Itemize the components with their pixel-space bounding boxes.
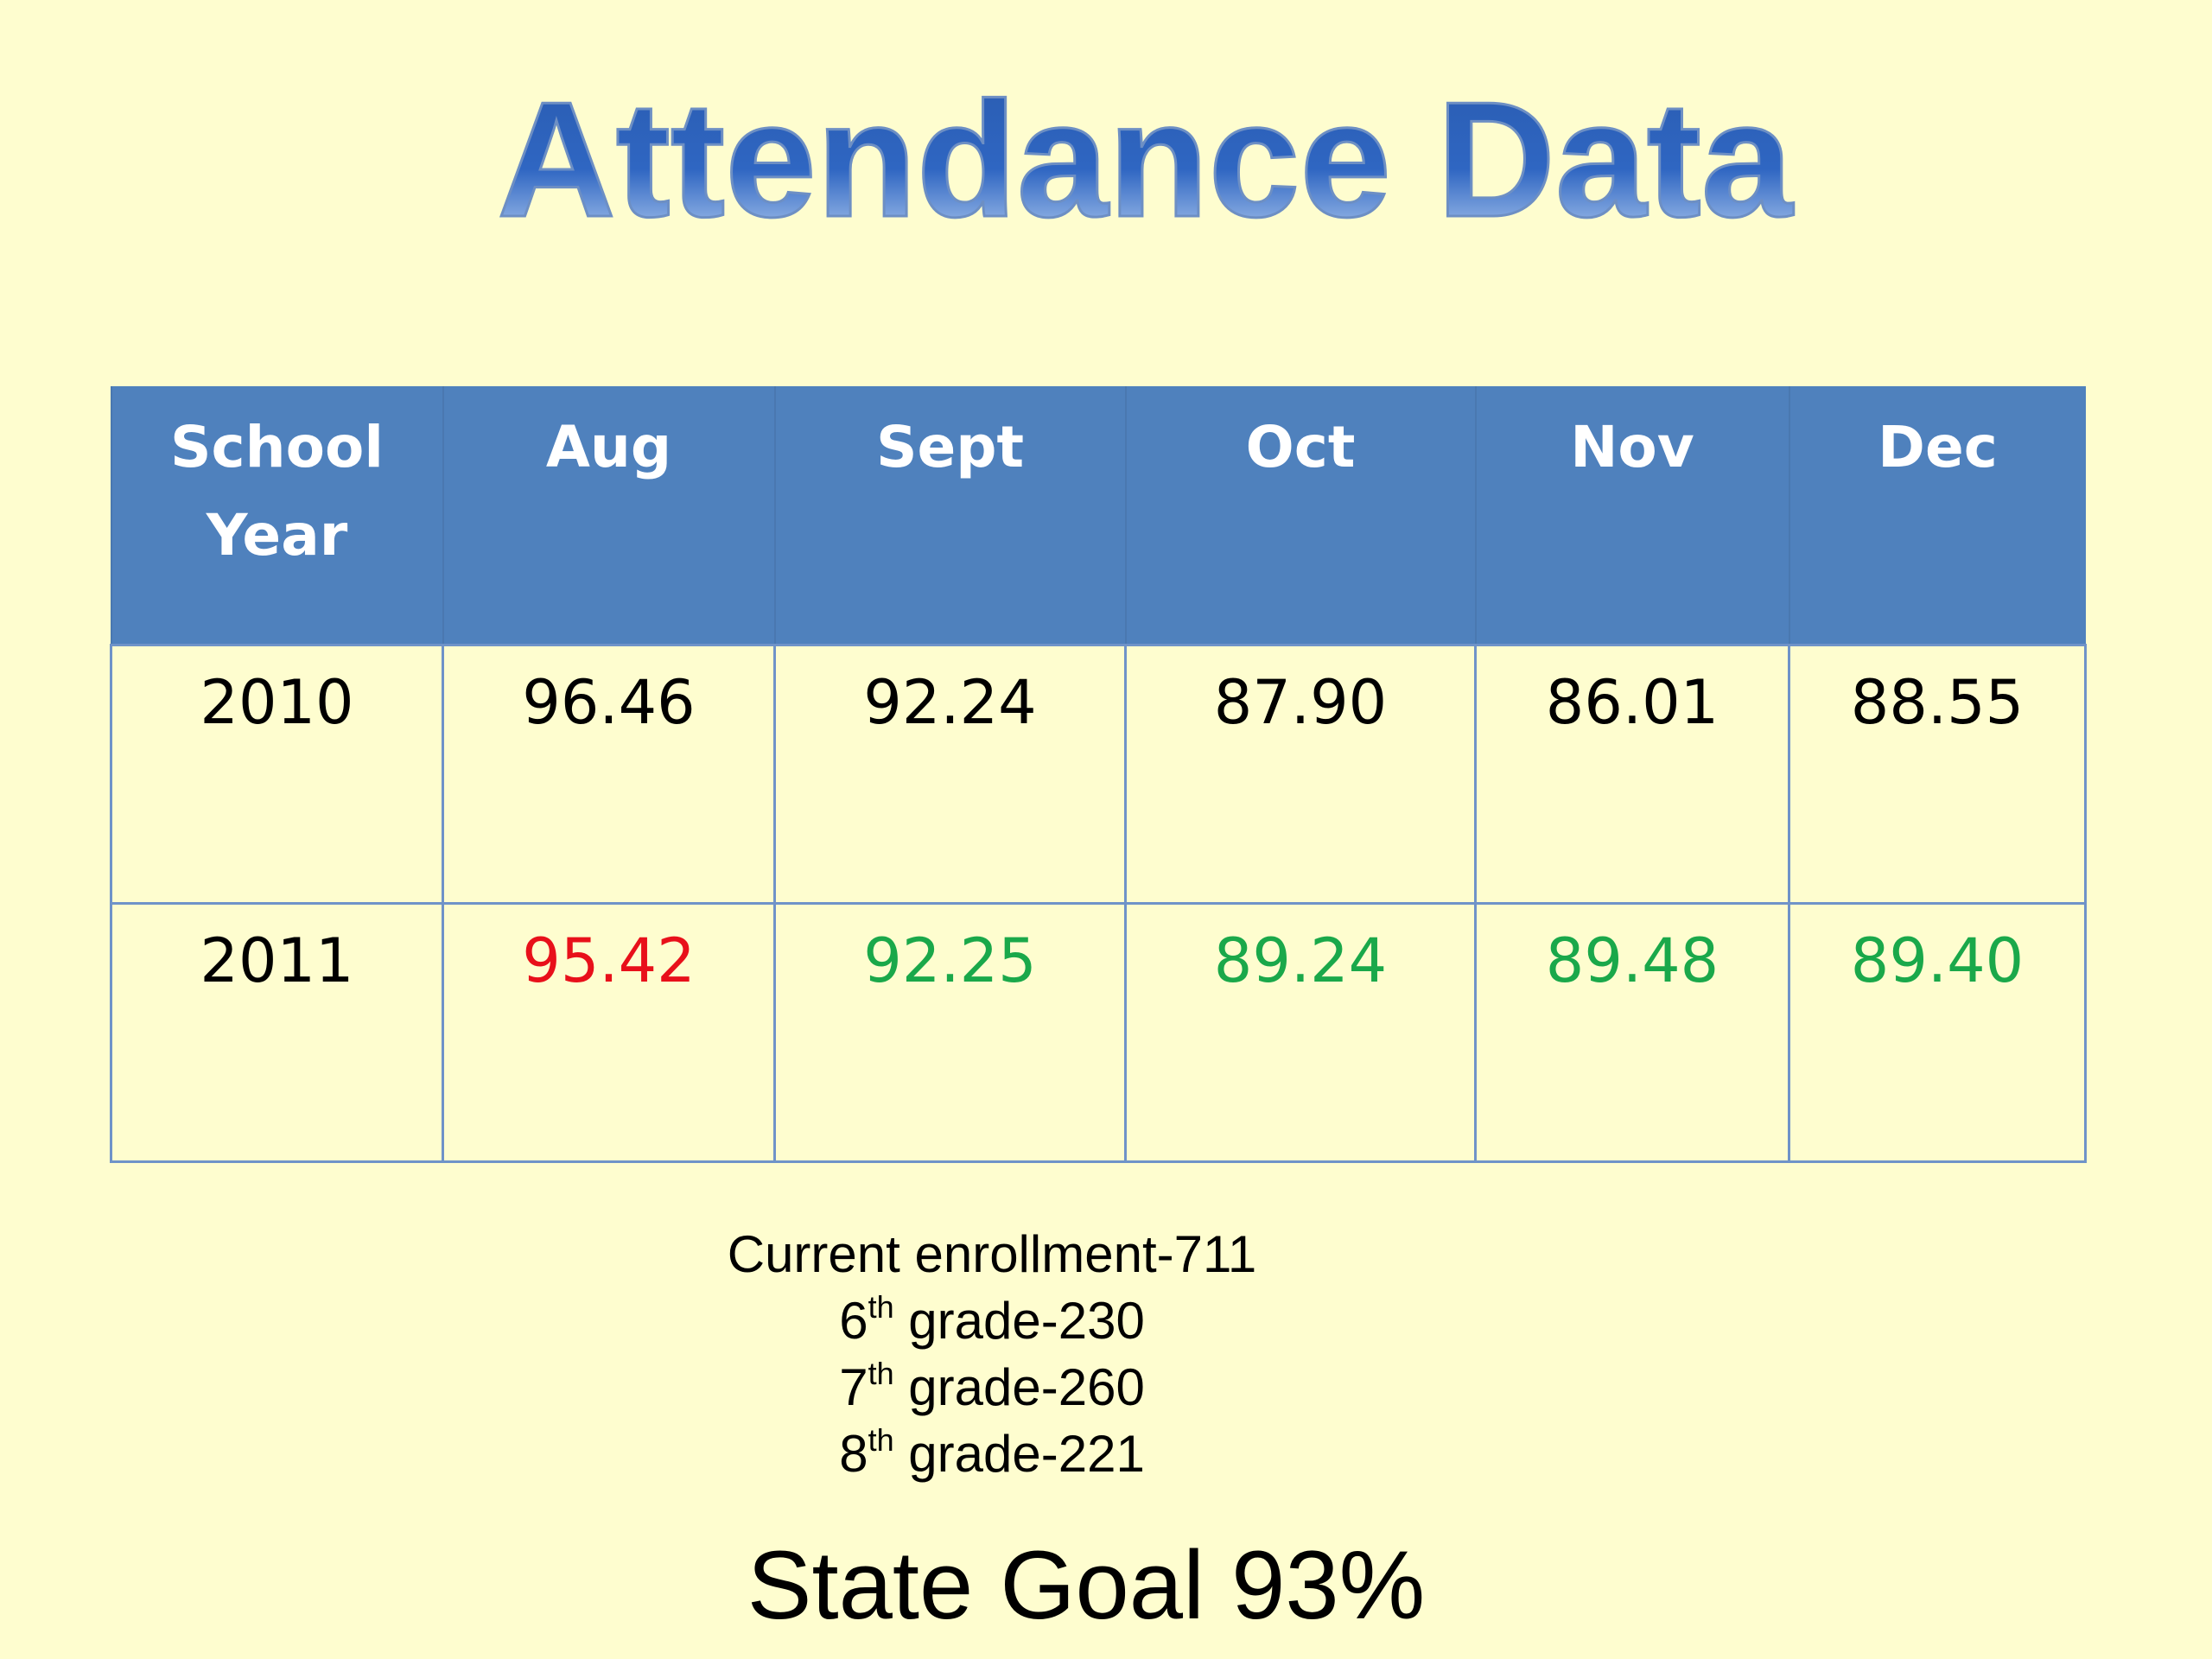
table-cell: 86.01 (1474, 643, 1790, 905)
header-cell: Dec (1788, 386, 2086, 645)
enrollment-line: 7th grade-260 (646, 1354, 1338, 1421)
enrollment-line: Current enrollment-711 (646, 1221, 1338, 1287)
table-cell: 89.48 (1474, 901, 1790, 1163)
grade-suffix: th (868, 1289, 894, 1325)
table-cell: 2010 (110, 643, 444, 905)
enrollment-text: Current enrollment-711 (727, 1225, 1257, 1283)
table-cell: 92.24 (773, 643, 1127, 905)
table-row: 2010 96.46 92.24 87.90 86.01 88.55 (110, 643, 2087, 905)
grade-number: 7 (839, 1358, 868, 1416)
enrollment-text: grade-221 (893, 1425, 1145, 1483)
enrollment-block: Current enrollment-711 6th grade-230 7th g… (646, 1221, 1338, 1487)
table-cell: 92.25 (773, 901, 1127, 1163)
header-cell: Oct (1124, 386, 1476, 645)
grade-suffix: th (868, 1356, 894, 1391)
attendance-table: School Year Aug Sept Oct Nov Dec 2010 96.46 92.… (110, 386, 2087, 1163)
enrollment-line: 8th grade-221 (646, 1421, 1338, 1487)
title-graphic: Attendance Data (496, 67, 1796, 251)
table-cell: 87.90 (1124, 643, 1477, 905)
enrollment-text: grade-230 (893, 1292, 1145, 1350)
table-cell: 96.46 (442, 643, 776, 905)
header-cell: Aug (442, 386, 775, 645)
header-cell: Sept (773, 386, 1126, 645)
table-cell: 89.24 (1124, 901, 1477, 1163)
header-cell: Nov (1474, 386, 1789, 645)
table-cell: 2011 (110, 901, 444, 1163)
table-row: 2011 95.42 92.25 89.24 89.48 89.40 (110, 901, 2087, 1163)
table-cell: 95.42 (442, 901, 776, 1163)
grade-number: 8 (839, 1425, 868, 1483)
table-body: 2010 96.46 92.24 87.90 86.01 88.55 2011 95.42 92… (110, 643, 2087, 1163)
grade-suffix: th (868, 1422, 894, 1458)
table-cell: 89.40 (1788, 901, 2087, 1163)
state-goal: State Goal 93% (747, 1531, 1426, 1639)
table-cell: 88.55 (1788, 643, 2087, 905)
grade-number: 6 (839, 1292, 868, 1350)
header-cell: School Year (110, 386, 443, 645)
title: Attendance Data (497, 68, 1794, 251)
header-row: School Year Aug Sept Oct Nov Dec (110, 386, 2086, 645)
enrollment-text: grade-260 (893, 1358, 1145, 1416)
enrollment-line: 6th grade-230 (646, 1287, 1338, 1354)
